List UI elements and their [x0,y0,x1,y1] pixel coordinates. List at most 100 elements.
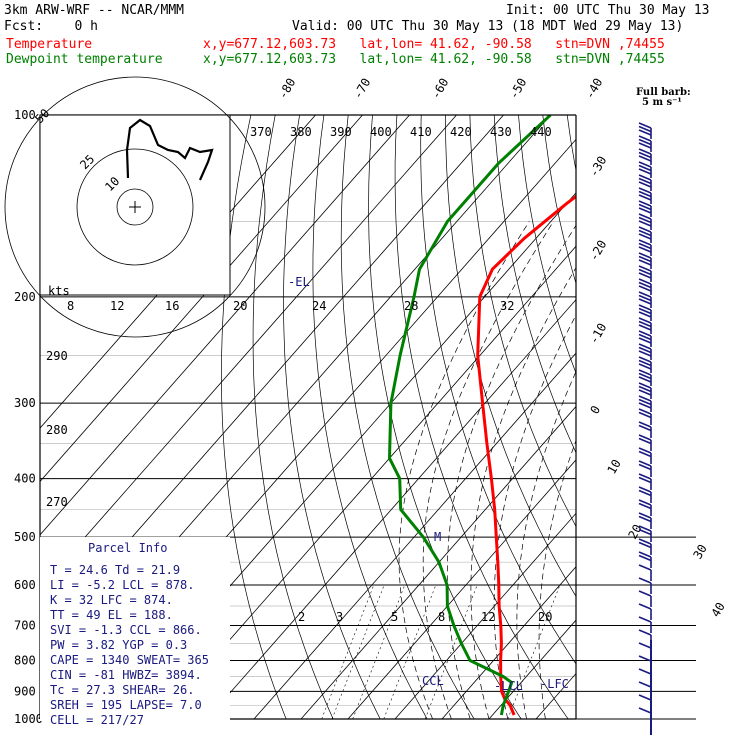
pressure-tick-label: 900 [14,684,36,698]
dry-adiabat [640,115,740,719]
wind-barb-flag [638,450,652,458]
profile-annotation: -LFC [540,677,569,691]
wind-barb-flag [638,337,652,344]
wind-barb-flag [638,320,652,328]
wind-barb-flag [638,460,652,467]
wind-barb-flag [638,207,652,214]
wind-barb [638,356,652,373]
wind-barb-flag [638,151,652,159]
wind-barb [638,252,652,269]
mixing-ratio-label: 12 [481,610,495,624]
dewpoint-location: x,y=677.12,603.73 lat,lon= 41.62, -90.58… [203,52,665,67]
isotherm-label: -10 [586,321,609,347]
hodograph-trace [125,118,214,181]
wind-barb [638,421,652,438]
mixing-ratio-label: 8 [438,610,445,624]
wind-barb-flag [638,512,652,519]
wind-barb [638,174,652,191]
moist-adiabat [516,370,576,719]
model-title: 3km ARW-WRF -- NCAR/MMM [4,3,185,18]
wind-barb-flag [638,577,652,584]
pressure-tick-label: 300 [14,396,36,410]
wind-barb [638,291,652,308]
dry-adiabat [445,115,576,598]
wind-barb [638,239,652,256]
mixing-ratio-label: 5 [391,610,398,624]
dry-adiabat [518,115,576,375]
wind-barb-flag [638,476,652,484]
dry-adiabat [665,115,740,719]
wind-barb-flag [638,681,652,688]
isotherm-line [583,115,740,719]
wind-barb-flag [638,382,652,389]
isotherm-label: -60 [428,76,451,102]
profile-annotation: CCL [422,674,444,688]
wind-barb-flag [638,187,652,194]
parcel-row: CIN = -81 HWBZ= 3894. [50,668,202,682]
pressure-tick-label: 400 [14,472,36,486]
pressure-tick-label: 800 [14,653,36,667]
wind-barb [638,200,652,217]
wind-barb-flag [638,265,652,272]
theta-label: 410 [410,125,432,139]
wind-barb-flag [638,655,652,662]
wind-barb [638,551,652,568]
wind-barb-flag [638,174,652,181]
wind-barb-flag [638,268,652,276]
wind-barb-flag [638,376,652,383]
mixing-ratio-line [331,584,385,719]
wind-barb-flag [638,463,652,471]
wind-barb [638,577,652,594]
hodograph-ring [4,76,266,338]
wind-barb-flag [638,229,652,237]
moist-adiabat [470,266,576,719]
wind-barb [638,161,652,178]
wind-barb-flag [638,272,652,279]
wind-barb-flag [638,177,652,185]
valid-time: Valid: 00 UTC Thu 30 May 13 (18 MDT Wed … [292,19,684,34]
wind-barb [638,122,652,139]
theta-label: 290 [46,349,68,363]
theta-label: 430 [490,125,512,139]
wind-barb-flag [638,281,652,289]
mixing-ratio-line [321,584,375,719]
wind-barb-flag [638,564,652,571]
theta-label: 370 [250,125,272,139]
wind-barb [638,330,652,347]
wind-barb-flag [638,122,652,129]
wind-barb [638,148,652,165]
parcel-row: CAPE = 1340 SWEAT= 365 [50,653,209,667]
wind-barb [638,616,652,633]
wind-barb-flag [638,324,652,331]
temperature-location: x,y=677.12,603.73 lat,lon= 41.62, -90.58… [203,37,665,52]
wind-barb [638,382,652,399]
dry-adiabat [252,115,334,719]
wind-barb-flag [638,502,652,510]
wind-barb-flag [638,707,652,714]
wind-barb-flag [638,603,652,610]
wind-barb-flag [638,668,652,675]
theta-label: 280 [46,423,68,437]
wind-barb-flag [638,148,652,155]
wind-barb [638,447,652,464]
wind-barb [638,395,652,412]
isotherm-label: 20 [625,522,644,542]
wind-barb-flag [638,447,652,454]
wind-barb-flag [638,138,652,146]
wind-barb-flag [638,489,652,497]
wind-barb-flag [638,200,652,207]
profile-annotation: -LCL [494,679,523,693]
wind-barb-flag [638,346,652,354]
wind-barb [638,265,652,282]
theta-label: 390 [330,125,352,139]
parcel-row: K = 32 LFC = 874. [50,593,173,607]
dry-adiabat [340,115,475,719]
parcel-row: SREH = 195 LAPSE= 7.0 [50,698,202,712]
temperature-profile [476,194,576,716]
barb-legend-unit: 5 m s⁻¹ [642,97,682,108]
wind-barb-flag [638,541,652,549]
wind-barb-flag [638,350,652,357]
wind-barb-flag [638,239,652,246]
moist-adiabat [446,224,576,719]
